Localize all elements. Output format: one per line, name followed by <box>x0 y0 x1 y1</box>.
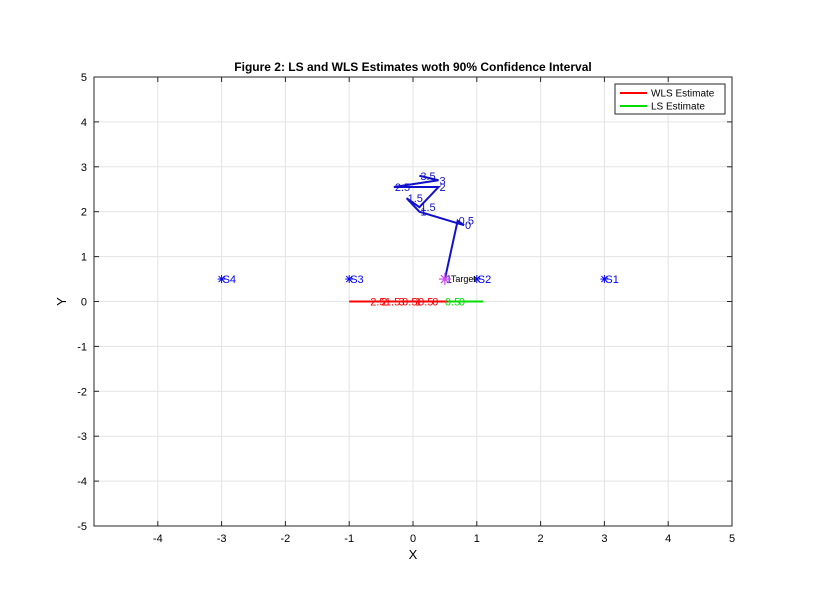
x-tick-label: -3 <box>217 533 227 545</box>
y-tick-label: -2 <box>77 386 87 398</box>
wls-point-label: 2 <box>381 297 387 309</box>
y-tick-label: -5 <box>77 521 87 533</box>
trajectory-point-label: 0.5 <box>459 216 474 228</box>
wls-point-label: 1.5 <box>385 297 400 309</box>
y-tick-label: 5 <box>81 72 87 84</box>
target-label: Target <box>451 274 477 284</box>
sensor-label: S3 <box>350 274 363 286</box>
ls-point-label: 0.5 <box>445 297 460 309</box>
sensor-marker <box>472 275 481 284</box>
x-tick-label: -2 <box>281 533 291 545</box>
sensor-marker <box>345 275 354 284</box>
sensor-label: S1 <box>605 274 618 286</box>
y-tick-label: -1 <box>77 341 87 353</box>
ls-point-label: 0 <box>459 297 465 309</box>
trajectory-point-label: 0 <box>465 220 471 232</box>
x-tick-label: 2 <box>538 533 544 545</box>
trajectory-point-label: 1.5 <box>420 202 435 214</box>
trajectory-point-label: 1.5 <box>408 193 423 205</box>
x-tick-label: -4 <box>153 533 163 545</box>
legend-label: LS Estimate <box>651 102 705 113</box>
y-tick-label: 4 <box>81 117 87 129</box>
axes <box>93 76 733 527</box>
y-tick-label: 3 <box>81 162 87 174</box>
x-tick-label: 0 <box>410 533 416 545</box>
trajectory-point-label: 1 <box>446 274 452 286</box>
legend: WLS Estimate LS Estimate <box>614 83 726 115</box>
data-series: 2.521.530.510.50 0.5010.5011.51.522.533.5… <box>217 171 619 309</box>
trajectory-point-label: 2.5 <box>395 182 410 194</box>
trajectory-point-label: 3 <box>440 175 446 187</box>
sensor-marker-d2 <box>473 275 481 283</box>
trajectory-line <box>393 174 465 280</box>
x-tick-label: 1 <box>474 533 480 545</box>
wls-point-label: 2.5 <box>370 297 385 309</box>
sensor-marker-d2 <box>601 275 608 283</box>
trajectory-point-label: 1 <box>420 207 426 219</box>
legend-label: WLS Estimate <box>651 89 715 100</box>
y-tick-label: -4 <box>77 476 87 488</box>
y-tick-label: 2 <box>81 207 87 219</box>
wls-point-label: 0.5 <box>402 297 417 309</box>
legend-box <box>614 83 726 115</box>
sensor-marker-d2 <box>345 275 353 283</box>
wls-point-label: 0.5 <box>418 297 433 309</box>
y-tick-label: -3 <box>77 431 87 443</box>
target-marker-d2 <box>440 274 450 284</box>
target-marker <box>438 273 451 286</box>
wls-point-label: 1 <box>415 297 421 309</box>
y-tick-label: 0 <box>81 297 87 309</box>
x-axis-label: X <box>409 547 418 562</box>
x-tick-label: 5 <box>729 533 735 545</box>
sensor-marker-d2 <box>218 275 225 283</box>
wls-point-label: 0 <box>432 297 438 309</box>
x-tick-label: 4 <box>665 533 671 545</box>
x-tick-label: -1 <box>344 533 354 545</box>
sensor-marker <box>217 275 226 284</box>
x-tick-label: 3 <box>601 533 607 545</box>
sensor-marker <box>600 275 609 284</box>
chart-title: Figure 2: LS and WLS Estimates woth 90% … <box>234 60 591 74</box>
y-axis-label: Y <box>54 297 69 306</box>
sensor-label: S4 <box>223 274 236 286</box>
wls-point-label: 3 <box>398 297 404 309</box>
trajectory-point-label: 3.5 <box>420 171 435 183</box>
trajectory-point-label: 2 <box>440 182 446 194</box>
sensor-label: S2 <box>478 274 491 286</box>
y-tick-label: 1 <box>81 252 87 264</box>
